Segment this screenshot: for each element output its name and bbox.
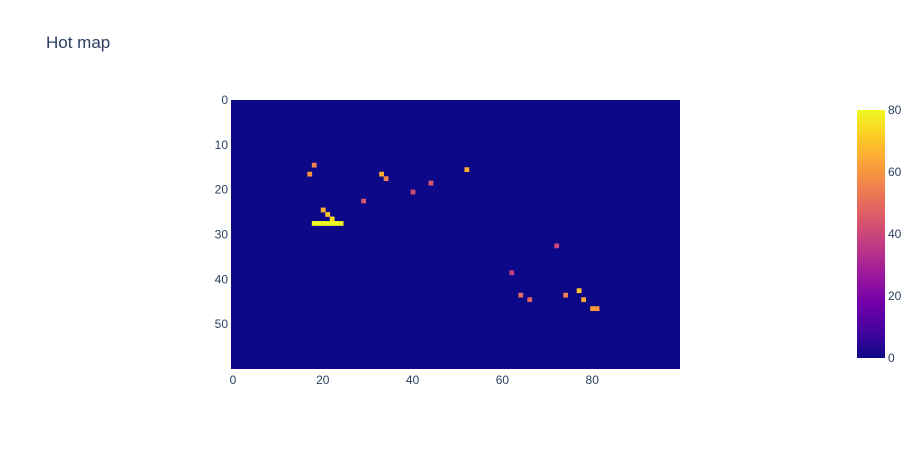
- heatmap-cell: [590, 306, 595, 312]
- heatmap-background: [231, 100, 680, 369]
- heatmap-cell: [554, 243, 560, 249]
- colorbar-tick-label: 60: [888, 165, 902, 179]
- heatmap-cells: [231, 100, 680, 369]
- heatmap-cell: [320, 207, 326, 213]
- colorbar-tick-label: 80: [888, 103, 902, 117]
- heatmap-cell: [464, 167, 470, 173]
- heatmap-cell: [325, 212, 331, 217]
- heatmap-cell: [563, 292, 569, 298]
- colorbar-tick-label: 0: [888, 351, 895, 365]
- heatmap-cell: [361, 198, 366, 204]
- heatmap-cell: [518, 292, 524, 298]
- heatmap-cell: [383, 176, 389, 181]
- x-axis-ticks: 0 20 40 60 80: [230, 373, 600, 387]
- heatmap-cell: [329, 221, 335, 226]
- chart-title: Hot map: [46, 33, 111, 52]
- x-tick-label: 20: [316, 373, 330, 387]
- heatmap-cell: [379, 171, 384, 177]
- heatmap-cell: [581, 297, 587, 303]
- heatmap-cell: [329, 216, 335, 222]
- heatmap-cell: [576, 288, 582, 294]
- y-tick-label: 0: [221, 93, 228, 107]
- colorbar: [857, 110, 885, 358]
- colorbar-tick-label: 40: [888, 227, 902, 241]
- heatmap-cell: [594, 306, 600, 312]
- heatmap-cell: [334, 221, 340, 226]
- x-tick-label: 0: [230, 373, 237, 387]
- heatmap-cell: [410, 189, 416, 195]
- heatmap-cell: [428, 180, 434, 186]
- y-tick-label: 10: [215, 138, 229, 152]
- x-tick-label: 40: [406, 373, 420, 387]
- heatmap-cell: [527, 297, 533, 303]
- heatmap-cell: [509, 270, 515, 276]
- heatmap-cell: [338, 221, 344, 226]
- heatmap-cell: [320, 221, 326, 226]
- heatmap-cell: [311, 162, 317, 168]
- heatmap-cell: [316, 221, 322, 226]
- y-tick-label: 40: [215, 272, 229, 286]
- y-tick-label: 30: [215, 228, 229, 242]
- heatmap-cell: [311, 221, 317, 226]
- y-tick-label: 20: [215, 183, 229, 197]
- y-axis-ticks: 0 10 20 30 40 50: [215, 93, 229, 331]
- y-tick-label: 50: [215, 317, 229, 331]
- heatmap-cell: [325, 221, 331, 226]
- x-tick-label: 60: [496, 373, 510, 387]
- colorbar-ticks: 0 20 40 60 80: [888, 103, 902, 365]
- colorbar-tick-label: 20: [888, 289, 902, 303]
- heatmap-cell: [307, 171, 313, 177]
- x-tick-label: 80: [586, 373, 600, 387]
